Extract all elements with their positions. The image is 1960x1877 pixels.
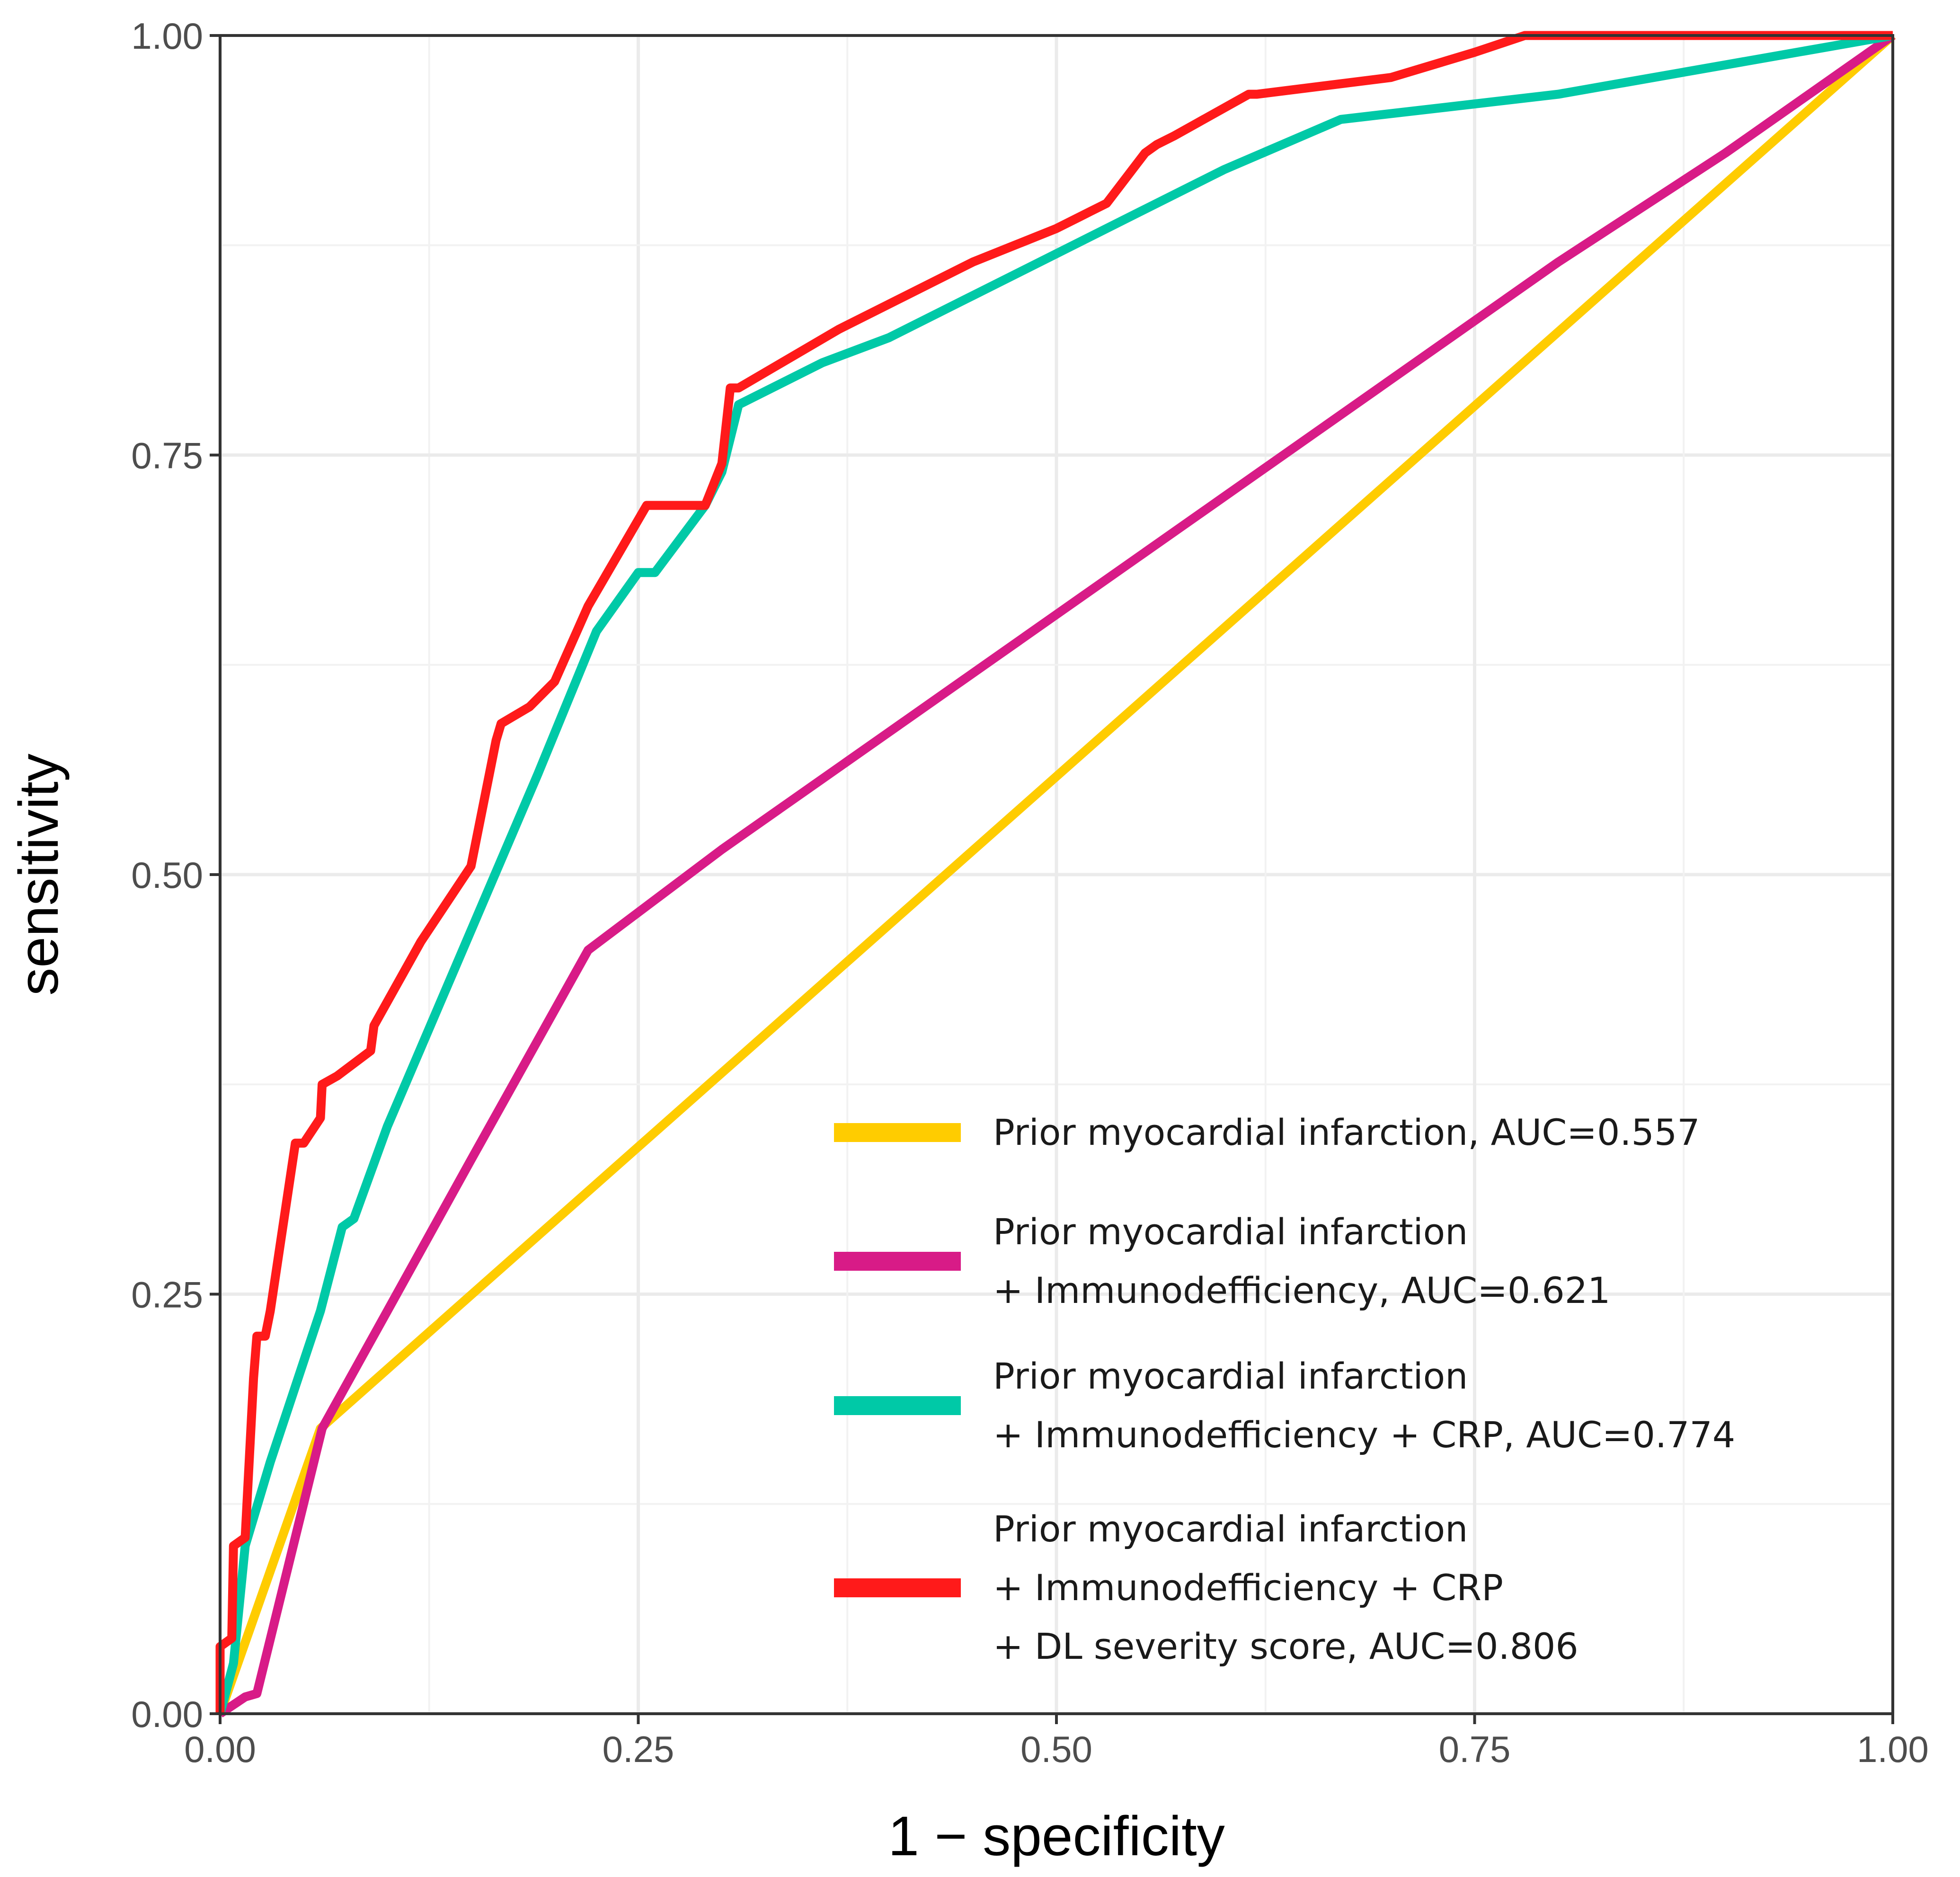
legend-label-series-3: + Immunodefficiency + CRP, AUC=0.774: [993, 1414, 1735, 1456]
y-axis-title: sensitivity: [8, 753, 70, 995]
y-tick-label: 0.50: [131, 854, 203, 896]
legend-label-series-2: Prior myocardial infarction: [993, 1211, 1468, 1253]
legend-label-series-4: + Immunodefficiency + CRP: [993, 1567, 1503, 1609]
x-tick-label: 0.50: [1020, 1728, 1092, 1770]
roc-line-series-3: [215, 31, 1894, 1715]
legend-label-series-3: Prior myocardial infarction: [993, 1355, 1468, 1397]
x-tick-label: 0.00: [184, 1728, 256, 1770]
y-tick-label: 1.00: [131, 15, 203, 57]
y-tick-label: 0.00: [131, 1693, 203, 1735]
x-tick-label: 0.75: [1439, 1728, 1511, 1770]
x-tick-label: 0.25: [603, 1728, 674, 1770]
legend-label-series-2: + Immunodefficiency, AUC=0.621: [993, 1269, 1610, 1311]
x-axis-title: 1 − specificity: [888, 1805, 1225, 1868]
x-tick-label: 1.00: [1857, 1728, 1929, 1770]
y-tick-label: 0.75: [131, 435, 203, 477]
y-tick-label: 0.25: [131, 1274, 203, 1316]
roc-curves: [215, 31, 1896, 1718]
axis-ticks: 0.00 0.25 0.50 0.75 1.00 0.00 0.25 0.50 0.75 1.00: [131, 15, 1929, 1770]
legend-label-series-4: + DL severity score, AUC=0.806: [993, 1625, 1579, 1667]
legend-label-series-4: Prior myocardial infarction: [993, 1508, 1468, 1550]
legend-label-series-1: Prior myocardial infarction, AUC=0.557: [993, 1111, 1700, 1153]
legend: Prior myocardial infarction, AUC=0.557 Pr…: [834, 1111, 1735, 1667]
roc-line-series-4: [215, 31, 1893, 1714]
roc-line-series-2: [217, 32, 1896, 1718]
